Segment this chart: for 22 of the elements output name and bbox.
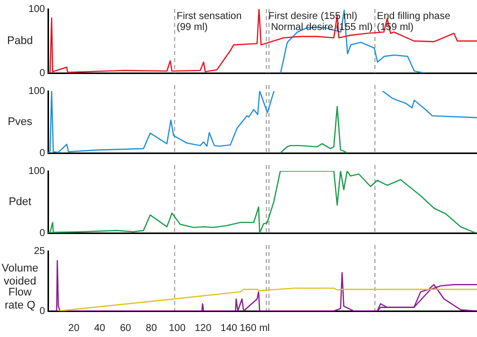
text: Flow rate Q <box>4 286 36 312</box>
x-tick-label: 120 <box>194 322 212 334</box>
y-axis-title: Pdet <box>8 196 32 208</box>
y-axis-title: Pves <box>8 116 33 128</box>
x-tick-label: 80 <box>146 322 158 334</box>
y-tick-label: 0 <box>39 306 46 317</box>
x-tick-label: 20 <box>68 322 80 334</box>
y-tick-label: 25 <box>34 246 46 257</box>
y-axis-title: Volume voided <box>2 262 38 288</box>
y-tick-label: 100 <box>28 86 46 97</box>
y-tick-label: 100 <box>28 4 46 15</box>
y-tick-label: 0 <box>39 148 46 159</box>
ref-line-label: First sensation (99 ml) <box>176 10 242 33</box>
y-tick-label: 100 <box>28 166 46 177</box>
x-tick-label: 60 <box>120 322 132 334</box>
x-tick-label: 100 <box>168 322 186 334</box>
x-tick-label: 140 <box>220 322 238 334</box>
y-tick-label: 0 <box>39 68 46 79</box>
x-tick-label: 40 <box>94 322 106 334</box>
y-axis-title: Pabd <box>7 35 33 48</box>
x-tick-label: 160 ml <box>240 322 270 334</box>
y-tick-label: 0 <box>39 228 46 239</box>
